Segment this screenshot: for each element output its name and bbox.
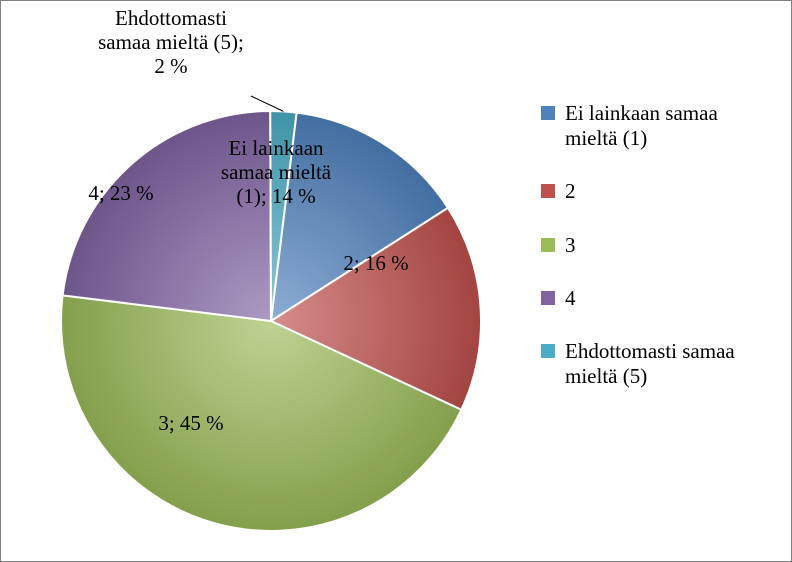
legend-label-s3: 3 — [565, 233, 771, 258]
legend-label-s1: Ei lainkaan samaa mieltä (1) — [565, 101, 771, 151]
legend-item-s3: 3 — [541, 233, 771, 258]
leader-line-s5 — [251, 96, 283, 111]
slice-label-s2: 2; 16 % — [343, 251, 408, 275]
legend-swatch-s4 — [541, 291, 555, 305]
legend-swatch-s3 — [541, 238, 555, 252]
slice-label-s5: Ehdottomasti samaa mieltä (5); 2 % — [98, 6, 244, 78]
legend-label-s2: 2 — [565, 179, 771, 204]
legend-label-s4: 4 — [565, 286, 771, 311]
legend-item-s5: Ehdottomasti samaa mieltä (5) — [541, 339, 771, 389]
pie-area: Ei lainkaan samaa mieltä (1); 14 % 2; 16 … — [21, 21, 521, 543]
slice-label-s1: Ei lainkaan samaa mieltä (1); 14 % — [221, 136, 331, 208]
slice-label-s4: 4; 23 % — [88, 181, 153, 205]
legend-item-s2: 2 — [541, 179, 771, 204]
pie-chart — [21, 21, 521, 543]
legend-swatch-s1 — [541, 106, 555, 120]
chart-frame: Ei lainkaan samaa mieltä (1); 14 % 2; 16 … — [0, 0, 792, 562]
legend-item-s1: Ei lainkaan samaa mieltä (1) — [541, 101, 771, 151]
legend-swatch-s2 — [541, 184, 555, 198]
slice-label-s3: 3; 45 % — [158, 411, 223, 435]
legend-label-s5: Ehdottomasti samaa mieltä (5) — [565, 339, 771, 389]
legend-item-s4: 4 — [541, 286, 771, 311]
legend-swatch-s5 — [541, 344, 555, 358]
legend: Ei lainkaan samaa mieltä (1) 2 3 4 Ehdottoma… — [541, 101, 771, 417]
